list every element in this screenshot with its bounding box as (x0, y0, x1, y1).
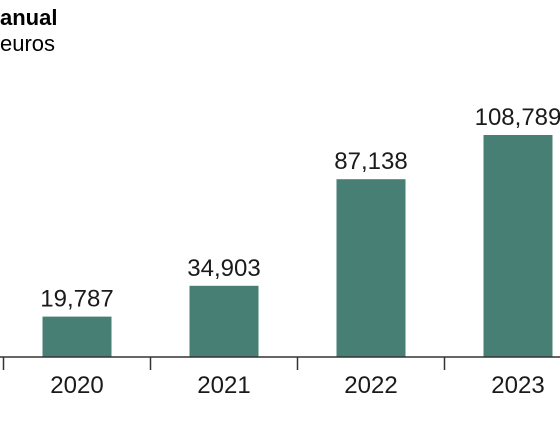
x-axis (0, 356, 560, 370)
chart-subtitle: euros (0, 31, 56, 56)
tick-label-2020: 2020 (50, 372, 103, 399)
value-label-2020: 19,787 (40, 286, 113, 313)
tick-label-2023: 2023 (491, 372, 544, 399)
bar-2021 (189, 285, 259, 357)
tick-label-2022: 2022 (344, 372, 397, 399)
bars-group (42, 135, 553, 357)
chart-title: anual (0, 5, 58, 30)
value-label-2021: 34,903 (187, 255, 260, 282)
value-label-2022: 87,138 (334, 148, 407, 175)
bar-2022 (336, 179, 406, 357)
labels-group: 19,787 2020 34,903 2021 87,138 2022 108,789 202… (40, 104, 560, 399)
value-label-2023: 108,789 (475, 104, 560, 131)
bar-2020 (42, 316, 112, 357)
bar-2023 (483, 135, 553, 357)
tick-label-2021: 2021 (197, 372, 250, 399)
